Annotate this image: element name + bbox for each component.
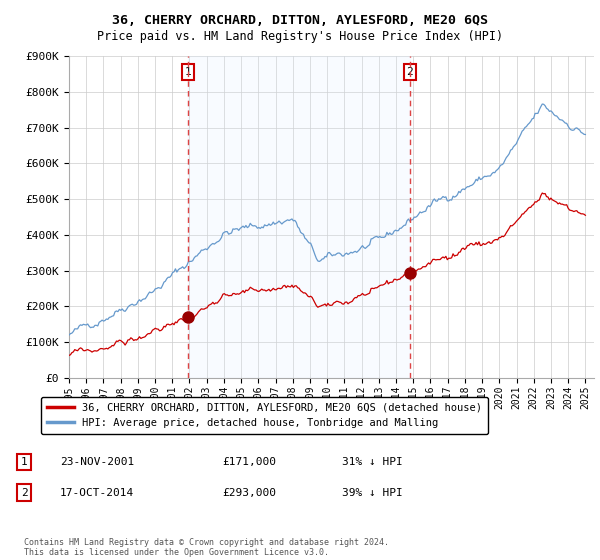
Text: £171,000: £171,000 <box>222 457 276 467</box>
Text: 23-NOV-2001: 23-NOV-2001 <box>60 457 134 467</box>
Text: 39% ↓ HPI: 39% ↓ HPI <box>342 488 403 498</box>
Text: 1: 1 <box>184 67 191 77</box>
Legend: 36, CHERRY ORCHARD, DITTON, AYLESFORD, ME20 6QS (detached house), HPI: Average p: 36, CHERRY ORCHARD, DITTON, AYLESFORD, M… <box>41 396 488 435</box>
Text: Contains HM Land Registry data © Crown copyright and database right 2024.
This d: Contains HM Land Registry data © Crown c… <box>24 538 389 557</box>
Text: 17-OCT-2014: 17-OCT-2014 <box>60 488 134 498</box>
Text: £293,000: £293,000 <box>222 488 276 498</box>
Text: 31% ↓ HPI: 31% ↓ HPI <box>342 457 403 467</box>
Text: 2: 2 <box>406 67 413 77</box>
Text: 36, CHERRY ORCHARD, DITTON, AYLESFORD, ME20 6QS: 36, CHERRY ORCHARD, DITTON, AYLESFORD, M… <box>112 14 488 27</box>
Text: 2: 2 <box>20 488 28 498</box>
Text: Price paid vs. HM Land Registry's House Price Index (HPI): Price paid vs. HM Land Registry's House … <box>97 30 503 43</box>
Text: 1: 1 <box>20 457 28 467</box>
Bar <box>188 56 410 378</box>
